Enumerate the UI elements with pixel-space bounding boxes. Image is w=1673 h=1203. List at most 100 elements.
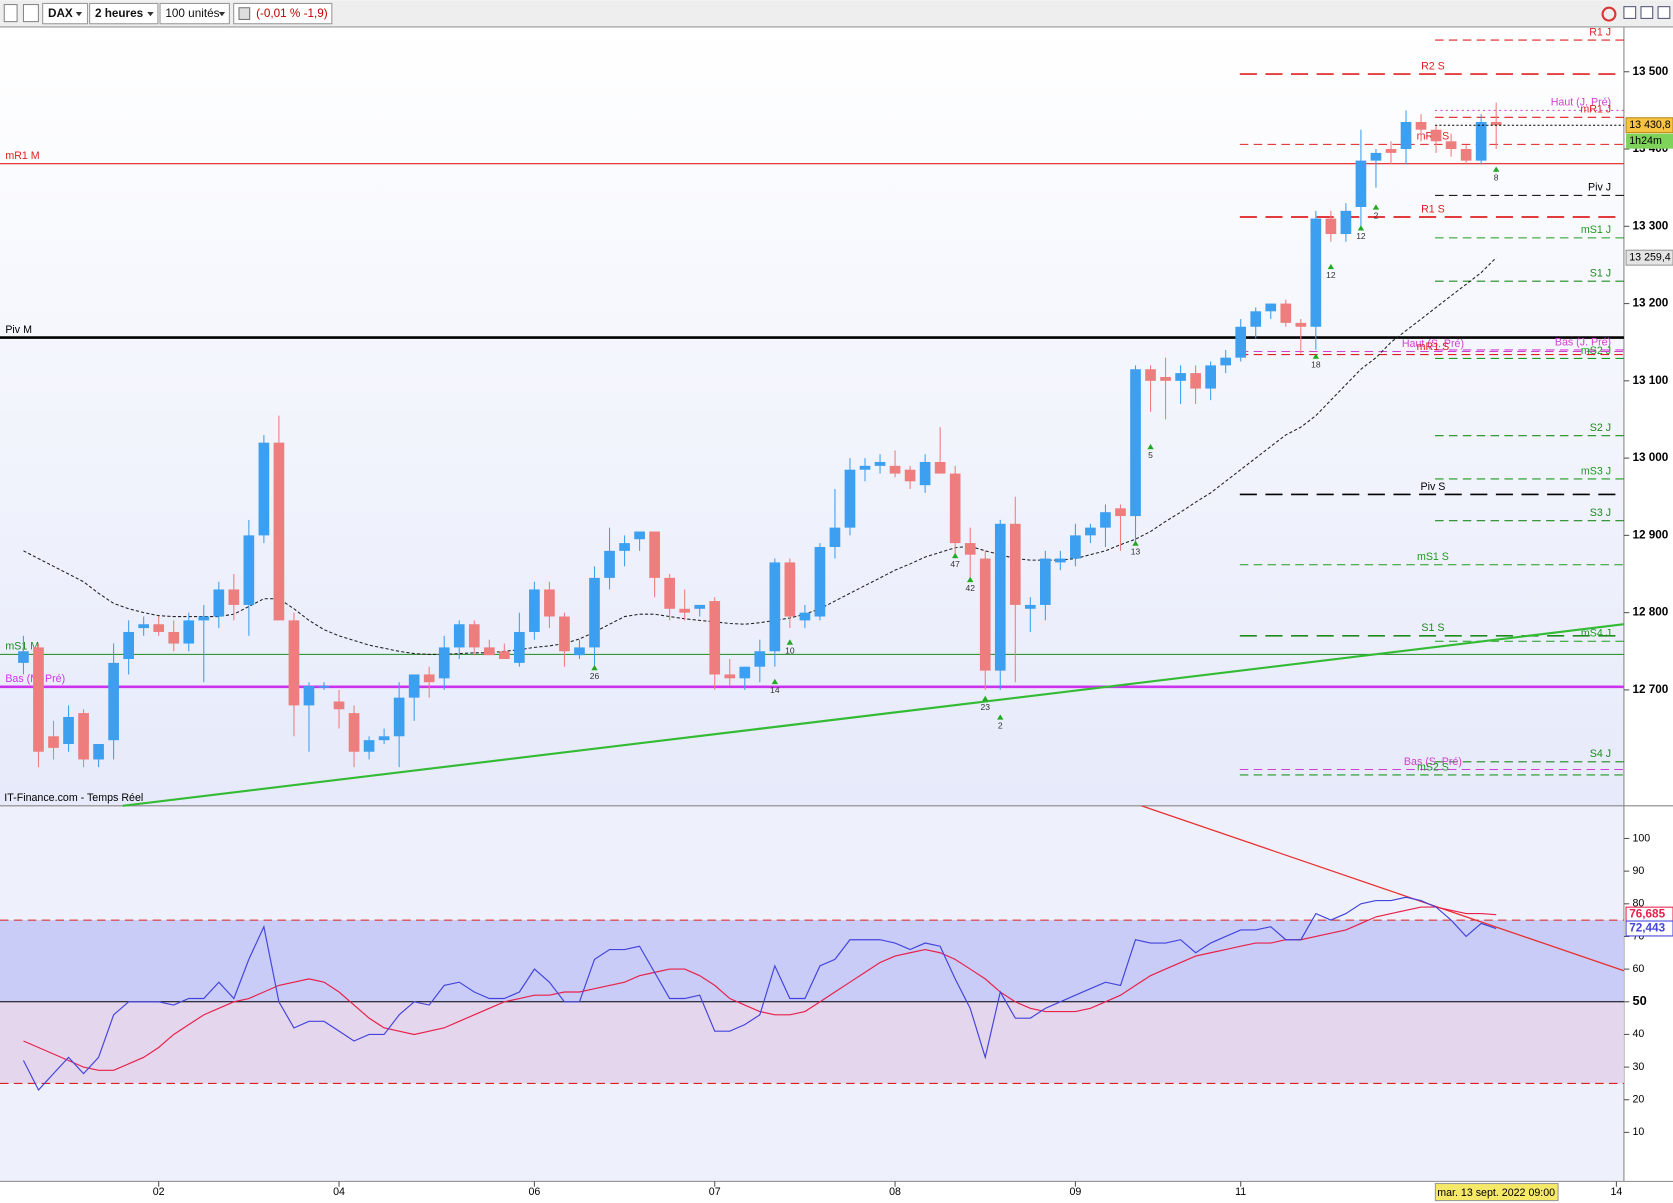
change: (-0,01 % -1,9) xyxy=(256,7,328,20)
trendline xyxy=(122,623,1625,807)
rsi-zone xyxy=(0,920,1624,1002)
candle-body xyxy=(829,527,841,547)
candle-body xyxy=(1430,129,1442,142)
level-label: mS2 J xyxy=(1581,345,1611,357)
cursor-label: mar. 13 sept. 2022 09:00 xyxy=(1437,1187,1555,1199)
candle-body xyxy=(814,546,826,617)
signal-label: 2 xyxy=(1374,210,1379,220)
candle-body xyxy=(453,624,465,648)
candle-body xyxy=(1070,535,1081,559)
candle-body xyxy=(363,740,375,752)
x-tick-label: 02 xyxy=(153,1186,165,1198)
rsi-tag xyxy=(1625,920,1673,937)
candle-body xyxy=(243,535,255,605)
overlay-layer: 13 430,8 1h24m 13 259,4 mar. 13 sept. 2022 … xyxy=(1434,117,1673,1202)
signal-arrow xyxy=(997,714,1004,720)
ma-label: 13 259,4 xyxy=(1629,251,1671,263)
signal-arrow xyxy=(1357,225,1365,231)
rsi-tag-label: 76,685 xyxy=(1629,908,1665,921)
level-label: S1 J xyxy=(1590,268,1611,280)
signal-label: 47 xyxy=(950,559,960,569)
candle-body xyxy=(1460,149,1472,161)
chart-type-button[interactable] xyxy=(3,3,18,23)
candle-body xyxy=(438,647,450,679)
candle-body xyxy=(904,469,916,482)
candle-body xyxy=(138,624,150,629)
rsi-zone xyxy=(0,1001,1624,1084)
candle-body xyxy=(1160,376,1171,381)
units: 100 unités xyxy=(165,7,219,20)
candle-body xyxy=(634,531,645,540)
symbol-box[interactable] xyxy=(42,2,89,25)
candle-body xyxy=(378,736,390,741)
candle-body xyxy=(1445,141,1457,150)
candle-body xyxy=(784,562,796,617)
units-box[interactable] xyxy=(159,2,230,25)
candle-body xyxy=(664,577,675,609)
candle-body xyxy=(1325,218,1337,235)
candle-body xyxy=(1115,508,1126,517)
maximize-button[interactable] xyxy=(1640,6,1654,19)
candle-body xyxy=(468,624,480,648)
signal-arrow xyxy=(1372,204,1380,210)
y-tick-label: 13 500 xyxy=(1632,65,1668,78)
candle-body xyxy=(934,461,946,474)
candle-body xyxy=(799,612,811,621)
candle-body xyxy=(649,531,660,578)
minimize-button[interactable] xyxy=(1623,6,1637,19)
candle-body xyxy=(1295,322,1307,327)
signal-arrow xyxy=(1147,443,1154,450)
candle-body xyxy=(228,589,240,605)
candle-body xyxy=(589,577,600,648)
dropdown-arrow xyxy=(218,12,226,17)
signal-arrow xyxy=(786,639,794,645)
interval-box[interactable] xyxy=(89,2,159,25)
level-label: Piv J xyxy=(1588,182,1611,194)
link-button[interactable] xyxy=(22,3,39,23)
candle-body xyxy=(1280,303,1292,323)
countdown-tag xyxy=(1626,133,1673,149)
candle-body xyxy=(258,442,270,536)
signal-arrow xyxy=(1132,540,1139,546)
signal-label: 13 xyxy=(1131,546,1141,556)
info-icon[interactable] xyxy=(238,7,251,21)
level-label: mS3 J xyxy=(1581,465,1611,477)
level-label: mR1 J xyxy=(1580,104,1611,116)
y-tick-label: 20 xyxy=(1632,1094,1644,1106)
symbol: DAX xyxy=(48,7,73,20)
level-label: R1 J xyxy=(1589,26,1611,38)
x-tick-label: 09 xyxy=(1069,1186,1081,1198)
price-panel xyxy=(0,26,1624,806)
level-label: Haut (J. Pré) xyxy=(1551,97,1611,109)
candle-body xyxy=(1009,523,1021,605)
candle-body xyxy=(844,469,856,528)
interval: 2 heures xyxy=(95,7,144,20)
x-tick-label: 04 xyxy=(333,1186,345,1198)
x-tick-label: 08 xyxy=(889,1186,901,1198)
level-label: Piv S xyxy=(1420,481,1445,493)
candle-body xyxy=(754,651,766,667)
level-label: mS1 M xyxy=(5,641,39,653)
candle-body xyxy=(1055,558,1066,563)
level-label: R1 S xyxy=(1421,203,1445,215)
y-tick-label: 13 200 xyxy=(1632,297,1668,310)
candle-body xyxy=(1355,160,1367,207)
close-button[interactable] xyxy=(1657,6,1671,19)
signal-label: 2 xyxy=(998,720,1003,730)
candle-body xyxy=(78,713,89,760)
candle-body xyxy=(1040,558,1051,605)
level-label: Bas (J. Pré) xyxy=(1555,336,1611,348)
candle-body xyxy=(273,442,285,621)
candle-body xyxy=(1024,604,1036,609)
refresh-icon[interactable] xyxy=(1601,6,1617,22)
candle-body xyxy=(604,550,615,578)
info-box xyxy=(233,2,333,25)
signal-label: 18 xyxy=(1311,359,1321,369)
candle-body xyxy=(303,686,315,706)
candle-body xyxy=(994,523,1006,671)
signal-arrow xyxy=(967,576,974,583)
candle-body xyxy=(168,631,180,644)
level-label: mS1 J xyxy=(1581,224,1611,236)
signal-arrow xyxy=(1327,263,1335,270)
candle-body xyxy=(1385,149,1397,153)
